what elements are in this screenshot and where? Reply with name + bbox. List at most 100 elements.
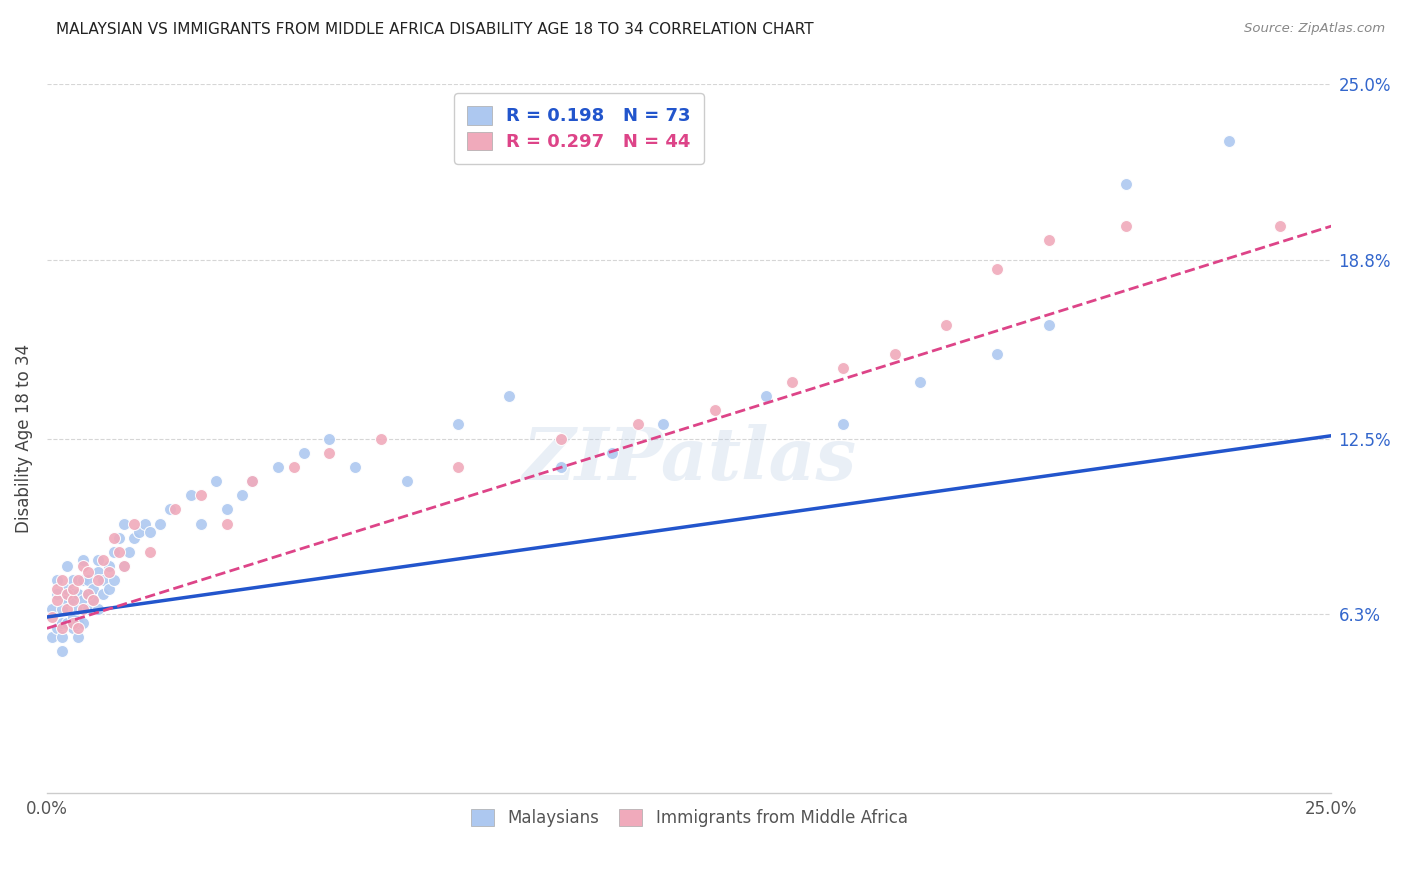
Y-axis label: Disability Age 18 to 34: Disability Age 18 to 34 [15,344,32,533]
Point [832,417,855,432]
Point [51,644,73,658]
Point [51,630,73,644]
Point [122,516,145,531]
Point [231,488,253,502]
Point [935,318,957,333]
Point [550,432,572,446]
Point [77,573,100,587]
Point [447,417,470,432]
Point [242,474,264,488]
Point [93,553,115,567]
Point [344,459,367,474]
Point [72,553,94,567]
Point [103,545,125,559]
Point [46,582,69,596]
Point [395,474,418,488]
Point [134,516,156,531]
Point [165,502,187,516]
Point [41,630,63,644]
Point [103,531,125,545]
Point [72,601,94,615]
Point [97,565,120,579]
Point [215,516,238,531]
Point [87,565,110,579]
Point [550,459,572,474]
Point [77,587,100,601]
Point [72,573,94,587]
Point [498,389,520,403]
Point [986,261,1008,276]
Point [72,615,94,630]
Point [138,545,160,559]
Point [108,531,131,545]
Point [82,582,104,596]
Point [149,516,172,531]
Point [97,582,120,596]
Point [56,601,79,615]
Point [46,593,69,607]
Point [51,573,73,587]
Point [66,621,89,635]
Point [283,459,305,474]
Point [77,587,100,601]
Legend: Malaysians, Immigrants from Middle Africa: Malaysians, Immigrants from Middle Afric… [464,803,914,834]
Point [66,573,89,587]
Point [62,621,84,635]
Point [832,360,855,375]
Point [138,524,160,539]
Point [62,610,84,624]
Point [103,573,125,587]
Point [51,621,73,635]
Point [56,582,79,596]
Point [190,488,212,502]
Point [447,459,470,474]
Point [72,559,94,574]
Text: Source: ZipAtlas.com: Source: ZipAtlas.com [1244,22,1385,36]
Point [46,573,69,587]
Point [242,474,264,488]
Point [93,587,115,601]
Point [292,446,315,460]
Point [910,375,932,389]
Point [82,593,104,607]
Point [66,601,89,615]
Point [46,621,69,635]
Point [112,516,135,531]
Point [318,432,340,446]
Point [108,545,131,559]
Point [62,582,84,596]
Point [118,545,141,559]
Point [87,553,110,567]
Point [780,375,803,389]
Point [180,488,202,502]
Point [205,474,228,488]
Point [62,615,84,630]
Point [318,446,340,460]
Point [703,403,725,417]
Point [1038,318,1060,333]
Point [1115,219,1137,233]
Point [56,559,79,574]
Point [41,610,63,624]
Point [652,417,675,432]
Point [51,601,73,615]
Point [41,601,63,615]
Point [62,587,84,601]
Point [97,559,120,574]
Point [62,593,84,607]
Point [112,559,135,574]
Point [122,531,145,545]
Point [112,559,135,574]
Point [159,502,181,516]
Point [62,573,84,587]
Point [755,389,778,403]
Point [93,573,115,587]
Point [190,516,212,531]
Point [66,630,89,644]
Point [77,601,100,615]
Point [56,593,79,607]
Point [87,601,110,615]
Point [82,593,104,607]
Point [1038,233,1060,247]
Point [627,417,650,432]
